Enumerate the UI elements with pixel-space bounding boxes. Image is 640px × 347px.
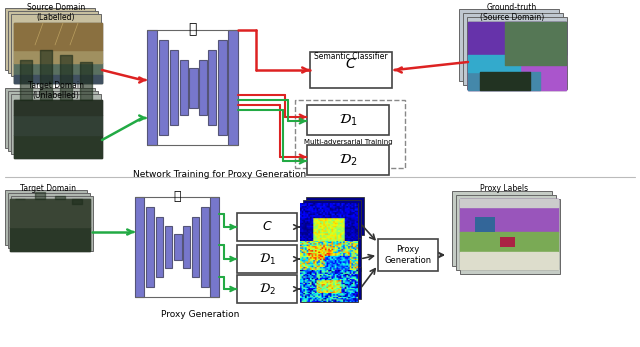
Text: ℱ: ℱ	[188, 22, 196, 36]
Text: $C$: $C$	[345, 57, 357, 71]
Bar	[306, 197, 364, 235]
Text: ℱ: ℱ	[173, 190, 180, 203]
Bar	[300, 270, 358, 302]
Bar	[165, 226, 172, 268]
Bar	[463, 13, 563, 85]
Bar	[189, 68, 198, 108]
Bar	[237, 245, 297, 273]
Bar	[460, 199, 560, 274]
Bar	[8, 11, 98, 73]
Text: Multi-adversarial Training: Multi-adversarial Training	[304, 139, 392, 145]
Bar	[218, 40, 227, 135]
Text: $\mathcal{D}_1$: $\mathcal{D}_1$	[259, 252, 275, 266]
Bar	[156, 217, 163, 277]
Bar	[11, 14, 101, 76]
Bar	[201, 207, 209, 287]
Bar	[456, 195, 556, 270]
Bar	[183, 226, 190, 268]
Bar	[135, 197, 144, 297]
Bar	[460, 199, 558, 269]
Bar	[199, 60, 207, 115]
Bar	[228, 30, 238, 145]
Text: Proxy Labels: Proxy Labels	[480, 184, 528, 193]
Bar	[5, 190, 87, 245]
Text: $C$: $C$	[262, 220, 273, 234]
Bar	[237, 275, 297, 303]
Bar	[303, 200, 361, 238]
Bar	[303, 267, 361, 299]
Text: Proxy Generation: Proxy Generation	[161, 310, 239, 319]
Text: Ground-truth
(Source Domain): Ground-truth (Source Domain)	[480, 3, 544, 23]
Bar	[10, 199, 90, 251]
Bar	[11, 94, 101, 154]
Bar	[295, 100, 405, 168]
Bar	[468, 22, 566, 90]
Bar	[475, 217, 495, 232]
Bar	[180, 60, 188, 115]
Text: Semantic Classifier: Semantic Classifier	[314, 52, 388, 61]
Bar	[307, 145, 389, 175]
Bar	[192, 217, 199, 277]
Bar	[378, 239, 438, 271]
Text: Proxy
Generation: Proxy Generation	[385, 245, 431, 265]
Bar	[174, 234, 182, 260]
Text: $\mathcal{D}_2$: $\mathcal{D}_2$	[339, 152, 357, 168]
Bar	[237, 213, 297, 241]
Bar	[159, 40, 168, 135]
Bar	[467, 17, 567, 89]
Bar	[500, 237, 515, 247]
Text: $\mathcal{D}_2$: $\mathcal{D}_2$	[259, 281, 275, 297]
Bar	[307, 105, 389, 135]
Text: Network Training for Proxy Generation: Network Training for Proxy Generation	[133, 170, 307, 179]
Bar	[310, 52, 392, 88]
Text: $\mathcal{D}_1$: $\mathcal{D}_1$	[339, 112, 357, 128]
Bar	[8, 91, 98, 151]
Bar	[8, 193, 90, 248]
Bar	[210, 197, 219, 297]
Bar	[459, 9, 559, 81]
Bar	[208, 50, 216, 125]
Bar	[147, 30, 157, 145]
Text: Target Domain: Target Domain	[20, 184, 76, 193]
Bar	[300, 203, 358, 241]
Bar	[11, 196, 93, 251]
Text: Source Domain
(Labelled): Source Domain (Labelled)	[27, 3, 85, 23]
Bar	[14, 100, 102, 158]
Bar	[452, 191, 552, 266]
Bar	[170, 50, 178, 125]
Text: Target Domain
(Unlabelled): Target Domain (Unlabelled)	[28, 81, 84, 100]
Bar	[146, 207, 154, 287]
Bar	[14, 23, 102, 83]
Bar	[303, 236, 361, 271]
Bar	[300, 239, 358, 274]
Bar	[5, 88, 95, 148]
Bar	[5, 8, 95, 70]
